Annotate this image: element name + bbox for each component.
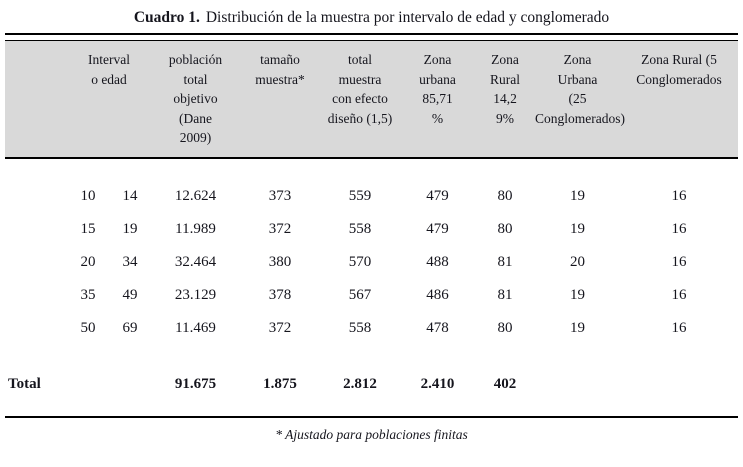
cell-age-from: 20 — [80, 254, 96, 270]
col-header-zona-urbana-conglomerados: Zona Urbana (25 Conglomerados) — [535, 52, 625, 126]
cell-rural-cong: 16 — [671, 221, 687, 237]
cell-zona-urbana: 479 — [426, 221, 449, 237]
cell-poblacion: 11.469 — [175, 320, 216, 336]
total-tamano: 1.875 — [263, 376, 297, 392]
cell-total-efecto: 567 — [348, 287, 372, 303]
col-header-total-muestra-efecto: total muestra con efecto diseño (1,5) — [327, 52, 393, 126]
table-header-row: Interval o edad población total objetivo… — [5, 41, 738, 157]
cell-tamano: 380 — [268, 254, 292, 270]
col-header-poblacion-total: población total objetivo (Dane 2009) — [168, 52, 223, 145]
cell-poblacion: 32.464 — [174, 254, 217, 270]
cell-zona-urbana: 488 — [426, 254, 449, 270]
cell-age-to: 69 — [122, 320, 138, 336]
cell-zona-rural: 81 — [497, 254, 513, 270]
total-label: Total — [8, 376, 41, 392]
cell-poblacion: 12.624 — [174, 188, 217, 204]
cell-age-to: 19 — [122, 221, 138, 237]
cell-age-from: 50 — [80, 320, 96, 336]
cell-zona-rural: 80 — [497, 188, 513, 204]
caption-text: Distribución de la muestra por intervalo… — [205, 9, 610, 26]
cell-zona-rural: 81 — [497, 287, 513, 303]
cell-age-to: 34 — [122, 254, 138, 270]
table-row: 10 14 12.624 373 559 479 80 19 16 — [5, 180, 738, 213]
col-header-zona-rural-conglomerados: Zona Rural (5 Conglomerados — [636, 52, 722, 87]
top-rule-inner — [5, 40, 738, 41]
cell-urbana-cong: 19 — [570, 287, 585, 303]
table-row: 15 19 11.989 372 558 479 80 19 16 — [5, 213, 738, 246]
total-row: Total 91.675 1.875 2.812 2.410 402 — [5, 368, 738, 401]
cell-urbana-cong: 20 — [570, 254, 585, 270]
cell-age-from: 15 — [80, 221, 96, 237]
total-muestra-efecto: 2.812 — [343, 376, 377, 392]
cell-urbana-cong: 19 — [570, 320, 585, 336]
sample-distribution-table: Interval o edad población total objetivo… — [5, 33, 738, 443]
cell-total-efecto: 558 — [348, 221, 372, 237]
cell-zona-rural: 80 — [497, 320, 513, 336]
cell-zona-urbana: 479 — [426, 188, 449, 204]
table-row: 35 49 23.129 378 567 486 81 19 16 — [5, 279, 738, 312]
cell-rural-cong: 16 — [671, 188, 687, 204]
col-header-zona-rural-pct: Zona Rural 14,2 9% — [490, 52, 520, 126]
cell-tamano: 372 — [268, 320, 292, 336]
cell-age-to: 14 — [122, 188, 138, 204]
caption-number: Cuadro 1. — [133, 9, 200, 26]
cell-age-from: 35 — [80, 287, 96, 303]
cell-zona-rural: 80 — [497, 221, 513, 237]
cell-tamano: 373 — [268, 188, 292, 204]
cell-zona-urbana: 486 — [426, 287, 449, 303]
table-row: 20 34 32.464 380 570 488 81 20 16 — [5, 246, 738, 279]
col-header-tamano-muestra: tamaño muestra* — [255, 52, 305, 87]
cell-tamano: 372 — [268, 221, 292, 237]
bottom-rule — [5, 416, 738, 418]
table-row: 50 69 11.469 372 558 478 80 19 16 — [5, 312, 738, 345]
col-header-zona-urbana-pct: Zona urbana 85,71 % — [419, 52, 456, 126]
cell-rural-cong: 16 — [671, 320, 687, 336]
cell-age-from: 10 — [80, 188, 96, 204]
total-poblacion: 91.675 — [174, 376, 217, 392]
total-zona-rural: 402 — [493, 376, 517, 392]
cell-total-efecto: 570 — [348, 254, 372, 270]
cell-poblacion: 11.989 — [175, 221, 216, 237]
cell-tamano: 378 — [268, 287, 292, 303]
cell-zona-urbana: 478 — [426, 320, 449, 336]
top-rule-outer — [5, 33, 738, 35]
cell-total-efecto: 559 — [348, 188, 372, 204]
cell-rural-cong: 16 — [671, 287, 687, 303]
table-caption: Cuadro 1. Distribución de la muestra por … — [0, 0, 743, 33]
cell-total-efecto: 558 — [348, 320, 372, 336]
cell-urbana-cong: 19 — [570, 221, 585, 237]
cell-age-to: 49 — [122, 287, 138, 303]
cell-rural-cong: 16 — [671, 254, 687, 270]
header-bottom-rule — [5, 157, 738, 159]
col-header-intervalo-edad: Interval o edad — [88, 52, 130, 87]
cell-urbana-cong: 19 — [570, 188, 585, 204]
cell-poblacion: 23.129 — [174, 287, 217, 303]
total-zona-urbana: 2.410 — [420, 376, 455, 392]
footnote: * Ajustado para poblaciones finitas — [275, 427, 468, 442]
